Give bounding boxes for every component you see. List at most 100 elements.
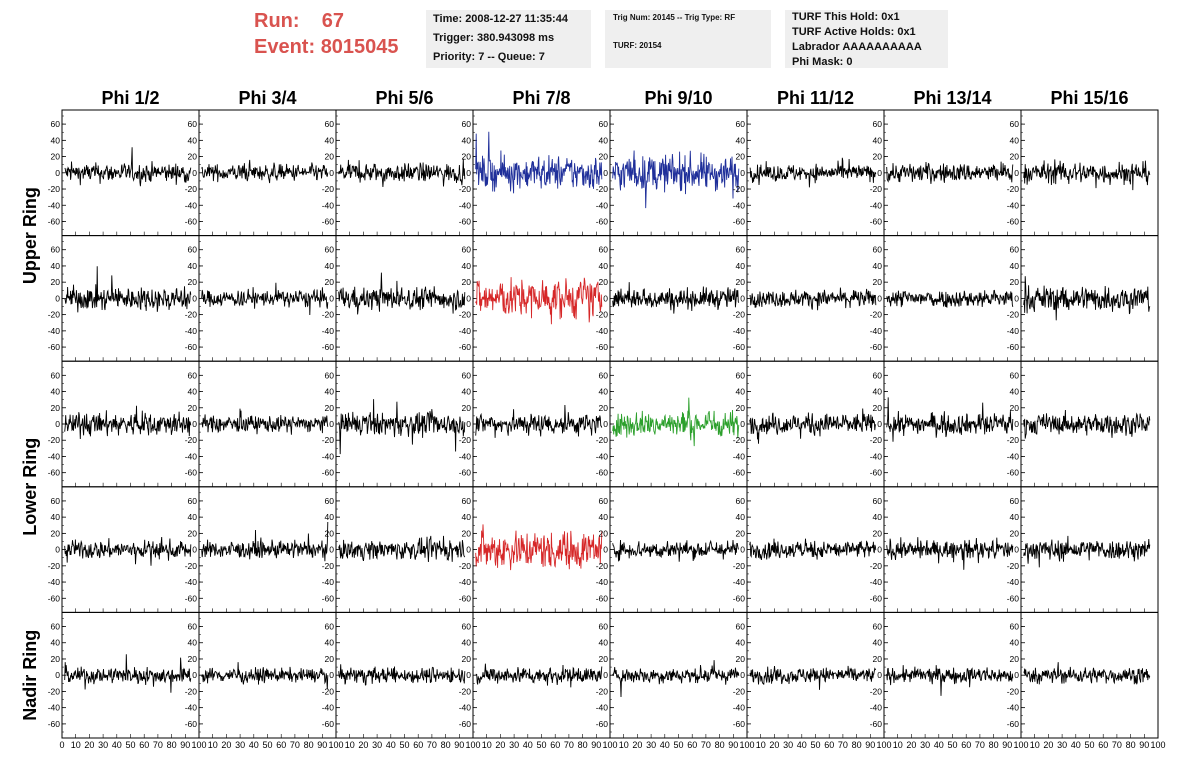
y-tick-label: -60 — [185, 468, 198, 478]
y-tick-label: -60 — [596, 719, 609, 729]
y-tick-label: -40 — [48, 703, 61, 713]
y-tick-label: 20 — [51, 277, 61, 287]
waveform-series — [886, 397, 1014, 442]
y-tick-label: -20 — [733, 686, 746, 696]
turf-text: TURF: 20154 — [613, 41, 662, 50]
y-tick-label: -60 — [870, 216, 883, 226]
y-tick-label: -40 — [48, 577, 61, 587]
y-tick-label: 20 — [325, 277, 335, 287]
y-tick-label: 60 — [188, 622, 198, 632]
y-tick-label: -20 — [1007, 435, 1020, 445]
y-tick-label: -40 — [185, 326, 198, 336]
x-tick-label: 100 — [876, 740, 891, 750]
y-tick-label: -40 — [596, 577, 609, 587]
y-tick-label: -60 — [185, 216, 198, 226]
y-tick-label: -20 — [596, 310, 609, 320]
y-tick-label: 60 — [462, 496, 472, 506]
y-tick-label: 60 — [1010, 622, 1020, 632]
y-tick-label: -20 — [1007, 686, 1020, 696]
y-tick-label: 0 — [329, 293, 334, 303]
x-tick-label: 10 — [1030, 740, 1040, 750]
y-tick-label: -20 — [185, 184, 198, 194]
x-tick-label: 60 — [276, 740, 286, 750]
y-tick-label: 20 — [873, 152, 883, 162]
x-tick-label: 100 — [191, 740, 206, 750]
x-tick-label: 70 — [1112, 740, 1122, 750]
y-tick-label: 20 — [873, 528, 883, 538]
y-tick-label: 20 — [325, 528, 335, 538]
y-tick-label: 20 — [462, 403, 472, 413]
y-tick-label: -20 — [459, 686, 472, 696]
y-tick-label: 60 — [325, 370, 335, 380]
priority-text: Priority: 7 -- Queue: 7 — [433, 51, 545, 63]
x-tick-label: 100 — [739, 740, 754, 750]
y-tick-label: 60 — [873, 370, 883, 380]
y-tick-label: -40 — [185, 451, 198, 461]
y-tick-label: 40 — [188, 512, 198, 522]
y-tick-label: 0 — [740, 293, 745, 303]
x-tick-label: 20 — [906, 740, 916, 750]
y-tick-label: 0 — [466, 293, 471, 303]
y-tick-label: -20 — [870, 310, 883, 320]
y-tick-label: 40 — [1010, 135, 1020, 145]
y-tick-label: -20 — [322, 184, 335, 194]
y-tick-label: 60 — [188, 496, 198, 506]
y-tick-label: -20 — [185, 686, 198, 696]
y-tick-label: -60 — [733, 593, 746, 603]
y-tick-label: 60 — [325, 119, 335, 129]
y-tick-label: -40 — [733, 451, 746, 461]
y-tick-label: 40 — [873, 638, 883, 648]
waveform-series — [1023, 159, 1151, 191]
y-tick-label: 40 — [51, 512, 61, 522]
waveform-series — [338, 272, 466, 315]
y-tick-label: -40 — [870, 703, 883, 713]
waveform-series — [886, 537, 1014, 570]
y-tick-label: 40 — [462, 638, 472, 648]
y-tick-label: -40 — [596, 451, 609, 461]
waveform-series — [749, 157, 877, 188]
x-tick-label: 100 — [1150, 740, 1165, 750]
y-tick-label: -60 — [322, 719, 335, 729]
y-tick-label: 60 — [188, 119, 198, 129]
y-tick-label: -60 — [1007, 342, 1020, 352]
y-tick-label: 60 — [736, 119, 746, 129]
waveform-series — [749, 408, 877, 444]
y-tick-label: -20 — [733, 184, 746, 194]
y-tick-label: 40 — [736, 387, 746, 397]
x-tick-label: 40 — [112, 740, 122, 750]
y-tick-label: -20 — [459, 561, 472, 571]
y-tick-label: -60 — [733, 216, 746, 226]
x-tick-label: 60 — [961, 740, 971, 750]
y-tick-label: -60 — [459, 342, 472, 352]
y-tick-label: 40 — [873, 387, 883, 397]
y-tick-label: -40 — [1007, 577, 1020, 587]
y-tick-label: 40 — [1010, 261, 1020, 271]
waveform-series — [201, 408, 329, 435]
x-tick-label: 30 — [235, 740, 245, 750]
y-tick-label: -60 — [596, 216, 609, 226]
waveform-series — [612, 150, 740, 209]
y-tick-label: 60 — [1010, 119, 1020, 129]
y-tick-label: -20 — [322, 310, 335, 320]
y-tick-label: 0 — [603, 545, 608, 555]
y-tick-label: -40 — [459, 326, 472, 336]
y-tick-label: 60 — [51, 370, 61, 380]
y-tick-label: -40 — [870, 326, 883, 336]
y-tick-label: 0 — [329, 670, 334, 680]
y-tick-label: -40 — [870, 451, 883, 461]
x-tick-label: 20 — [221, 740, 231, 750]
x-tick-label: 20 — [1043, 740, 1053, 750]
y-tick-label: -40 — [185, 200, 198, 210]
column-title: Phi 13/14 — [913, 88, 991, 108]
x-tick-label: 70 — [838, 740, 848, 750]
y-tick-label: 60 — [599, 119, 609, 129]
x-tick-label: 70 — [427, 740, 437, 750]
waveform-series — [475, 131, 603, 194]
y-tick-label: 20 — [51, 528, 61, 538]
waveform-series — [64, 147, 192, 187]
y-tick-label: 0 — [1014, 419, 1019, 429]
y-tick-label: 40 — [462, 135, 472, 145]
column-title: Phi 11/12 — [777, 88, 854, 108]
y-tick-label: -20 — [322, 435, 335, 445]
y-tick-label: -40 — [322, 703, 335, 713]
